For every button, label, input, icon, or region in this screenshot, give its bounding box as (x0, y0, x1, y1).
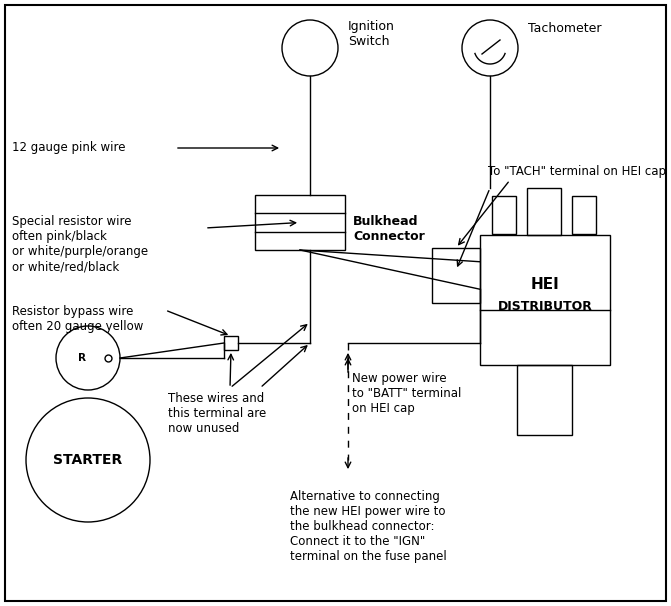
Bar (224, 336, 238, 350)
Text: Resistor bypass wire
often 20 gauge yellow: Resistor bypass wire often 20 gauge yell… (12, 305, 144, 333)
Text: New power wire
to "BATT" terminal
on HEI cap: New power wire to "BATT" terminal on HEI… (352, 372, 462, 415)
Text: Alternative to connecting
the new HEI power wire to
the bulkhead connector:
Conn: Alternative to connecting the new HEI po… (290, 490, 447, 563)
Text: DISTRIBUTOR: DISTRIBUTOR (498, 300, 592, 313)
Bar (255, 195, 345, 250)
Text: To "TACH" terminal on HEI cap: To "TACH" terminal on HEI cap (488, 165, 666, 179)
Text: Special resistor wire
often pink/black
or white/purple/orange
or white/red/black: Special resistor wire often pink/black o… (12, 215, 148, 273)
Bar (527, 188, 561, 235)
Text: 12 gauge pink wire: 12 gauge pink wire (12, 141, 125, 155)
Text: Tachometer: Tachometer (528, 21, 601, 35)
Text: Bulkhead
Connector: Bulkhead Connector (353, 215, 425, 243)
Text: These wires and
this terminal are
now unused: These wires and this terminal are now un… (168, 392, 266, 435)
Text: Ignition
Switch: Ignition Switch (348, 20, 395, 48)
Bar (432, 248, 480, 303)
Text: HEI: HEI (531, 277, 560, 292)
Text: STARTER: STARTER (54, 453, 123, 467)
Bar (480, 235, 610, 365)
Bar (492, 196, 516, 234)
Text: R: R (78, 353, 86, 363)
Bar (572, 196, 596, 234)
Bar (517, 365, 572, 435)
